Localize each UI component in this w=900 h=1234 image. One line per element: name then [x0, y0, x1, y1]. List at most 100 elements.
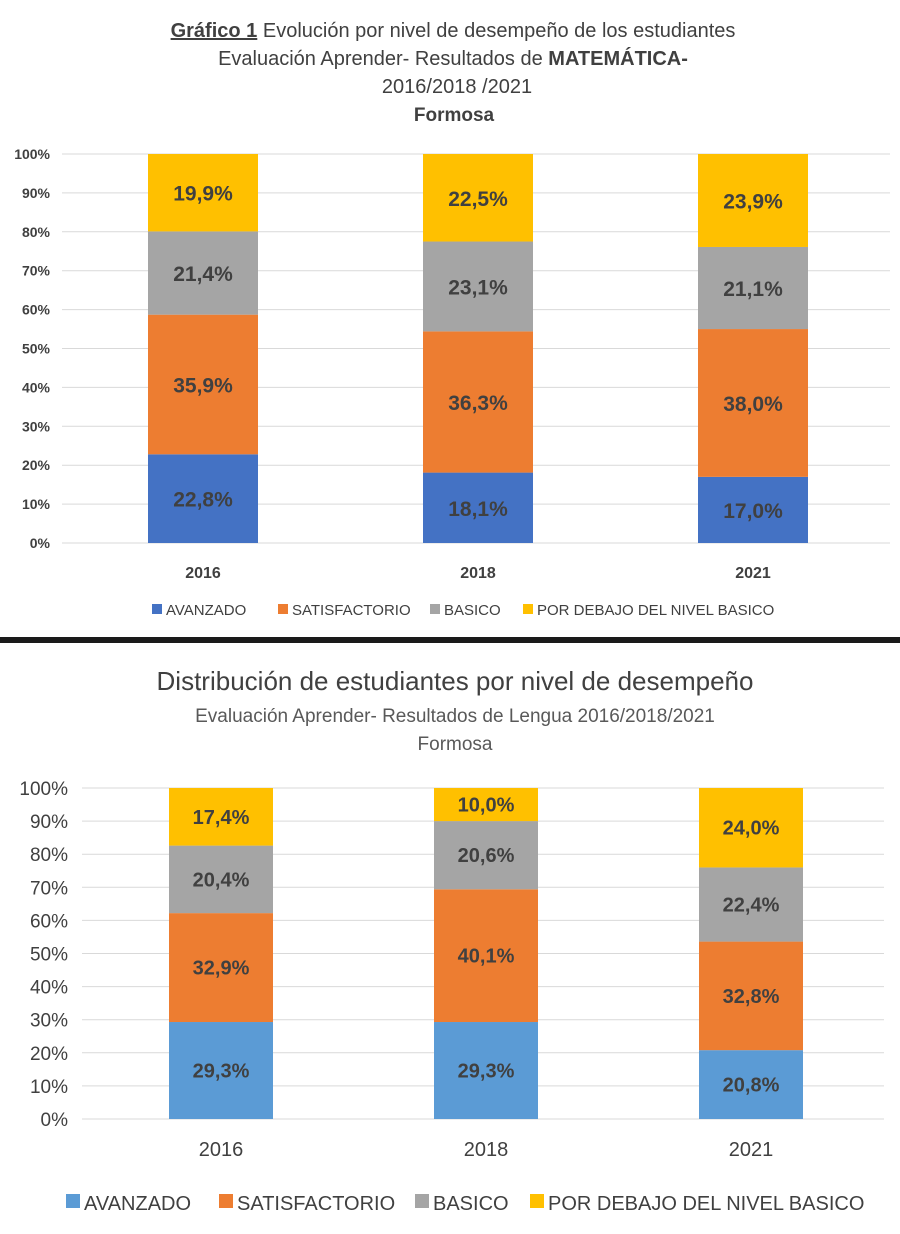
c1-y-tick-label: 80% — [22, 224, 51, 240]
c2-bar-2018-por-debajo-del-nivel-basico — [434, 788, 538, 822]
c1-legend-swatch-satisfactorio — [278, 604, 288, 614]
c2-data-label: 10,0% — [458, 795, 515, 817]
c2-y-tick-label: 40% — [30, 978, 68, 999]
c1-bar-2018-avanzado — [423, 472, 533, 543]
c1-legend-swatch-por-debajo-del-nivel-basico — [523, 604, 533, 614]
c2-data-label: 29,3% — [458, 1061, 515, 1083]
c1-legend-label: SATISFACTORIO — [292, 602, 411, 619]
c2-y-tick-label: 100% — [19, 779, 68, 800]
c1-data-label: 35,9% — [173, 374, 233, 397]
c1-y-tick-label: 20% — [22, 457, 51, 473]
c1-bar-2016-satisfactorio — [148, 314, 258, 455]
c1-legend-swatch-basico — [430, 604, 440, 614]
c1-x-tick-label: 2021 — [735, 565, 771, 582]
c2-data-label: 29,3% — [193, 1061, 250, 1083]
c1-data-label: 22,5% — [448, 188, 508, 211]
c1-data-label: 21,4% — [173, 263, 233, 286]
chart-lengua-panel: Distribución de estudiantes por nivel de… — [0, 643, 900, 1234]
c2-y-tick-label: 90% — [30, 812, 68, 833]
c2-legend-swatch-avanzado — [66, 1194, 80, 1208]
c1-data-label: 23,1% — [448, 276, 508, 299]
c2-data-label: 32,9% — [193, 958, 250, 980]
chart2-y-ticks: 0% 10% 20% 30% 40% 50% 60% 70% 80% 90% 100% — [19, 779, 68, 1131]
chart1-title-line4: Formosa — [414, 105, 495, 126]
chart-matematica: Gráfico 1 Evolución por nivel de desempe… — [14, 20, 890, 619]
c1-bar-2018-satisfactorio — [423, 331, 533, 473]
c2-y-tick-label: 80% — [30, 845, 68, 866]
chart1-title-line3: 2016/2018 /2021 — [382, 76, 532, 98]
c2-bar-2018-avanzado — [434, 1022, 538, 1119]
c2-bar-2016-basico — [169, 845, 273, 914]
chart1-y-ticks: 0% 10% 20% 30% 40% 50% 60% 70% 80% 90% 100% — [14, 146, 50, 551]
c2-legend-label: AVANZADO — [84, 1193, 191, 1215]
c1-legend-label: AVANZADO — [166, 602, 246, 619]
c2-legend-label: BASICO — [433, 1193, 509, 1215]
c2-data-label: 20,8% — [723, 1075, 780, 1097]
c2-legend-label: SATISFACTORIO — [237, 1193, 395, 1215]
c2-bar-2018-satisfactorio — [434, 889, 538, 1023]
c2-legend-swatch-basico — [415, 1194, 429, 1208]
c2-bar-2016-por-debajo-del-nivel-basico — [169, 788, 273, 846]
c1-data-label: 22,8% — [173, 489, 233, 512]
c1-bar-2021-avanzado — [698, 476, 808, 543]
c1-data-label: 38,0% — [723, 393, 783, 416]
c1-data-label: 36,3% — [448, 392, 508, 415]
c2-legend-swatch-por-debajo-del-nivel-basico — [530, 1194, 544, 1208]
chart2-bars: 29,3% 32,9% 20,4% 17,4% 29,3% 40,1% 20,6% 10,0%… — [169, 788, 803, 1119]
chart1-legend: AVANZADO SATISFACTORIO BASICO POR DEBAJO DE… — [152, 602, 774, 619]
chart-lengua: Distribución de estudiantes por nivel de… — [19, 666, 884, 1215]
c1-bar-2021-por-debajo-del-nivel-basico — [698, 154, 808, 247]
c1-bar-2018-basico — [423, 241, 533, 332]
c1-y-tick-label: 10% — [22, 496, 51, 512]
c2-data-label: 24,0% — [723, 818, 780, 840]
c1-bar-2016-por-debajo-del-nivel-basico — [148, 154, 258, 232]
c2-bar-2021-satisfactorio — [699, 941, 803, 1051]
c1-legend-label: POR DEBAJO DEL NIVEL BASICO — [537, 602, 774, 619]
c2-legend-label: POR DEBAJO DEL NIVEL BASICO — [548, 1193, 864, 1215]
c2-bar-2016-avanzado — [169, 1022, 273, 1119]
c1-x-tick-label: 2016 — [185, 565, 221, 582]
c2-bar-2021-avanzado — [699, 1050, 803, 1119]
c2-x-tick-label: 2016 — [199, 1139, 244, 1161]
c1-bar-2021-basico — [698, 246, 808, 330]
chart2-title: Distribución de estudiantes por nivel de… — [157, 666, 754, 696]
chart1-x-ticks: 2016 2018 2021 — [185, 565, 771, 582]
c2-legend-swatch-satisfactorio — [219, 1194, 233, 1208]
c1-bar-2021-satisfactorio — [698, 329, 808, 477]
c2-data-label: 40,1% — [458, 946, 515, 968]
c2-bar-2018-basico — [434, 821, 538, 890]
c1-bar-2018-por-debajo-del-nivel-basico — [423, 154, 533, 242]
c2-bar-2021-basico — [699, 867, 803, 942]
chart-matematica-panel: Gráfico 1 Evolución por nivel de desempe… — [0, 0, 900, 637]
c2-data-label: 22,4% — [723, 895, 780, 917]
c2-data-label: 20,4% — [193, 869, 250, 891]
c1-y-tick-label: 90% — [22, 185, 51, 201]
chart1-bars: 22,8% 35,9% 21,4% 19,9% 18,1% 36,3% 23,1% 22,5%… — [148, 154, 808, 543]
c2-data-label: 32,8% — [723, 986, 780, 1008]
chart1-title-line1: Gráfico 1 Evolución por nivel de desempe… — [171, 20, 736, 42]
chart2-subtitle-line1: Evaluación Aprender- Resultados de Lengu… — [195, 706, 715, 727]
chart2-legend: AVANZADO SATISFACTORIO BASICO POR DEBAJO DE… — [66, 1193, 864, 1215]
chart1-title-line2: Evaluación Aprender- Resultados de MATEM… — [218, 47, 688, 70]
c1-y-tick-label: 30% — [22, 418, 51, 434]
c2-y-tick-label: 30% — [30, 1011, 68, 1032]
c2-y-tick-label: 60% — [30, 911, 68, 932]
c1-data-label: 17,0% — [723, 500, 783, 523]
chart2-x-ticks: 2016 2018 2021 — [199, 1139, 774, 1161]
c1-legend-label: BASICO — [444, 602, 501, 619]
c1-y-tick-label: 0% — [30, 535, 51, 551]
c2-y-tick-label: 50% — [30, 945, 68, 966]
c2-data-label: 17,4% — [193, 807, 250, 829]
c1-y-tick-label: 40% — [22, 379, 51, 395]
c2-data-label: 20,6% — [458, 845, 515, 867]
c1-legend-swatch-avanzado — [152, 604, 162, 614]
c2-bar-2021-por-debajo-del-nivel-basico — [699, 788, 803, 868]
c1-data-label: 23,9% — [723, 190, 783, 213]
c1-data-label: 21,1% — [723, 278, 783, 301]
c1-y-tick-label: 60% — [22, 302, 51, 318]
chart2-subtitle-line2: Formosa — [418, 734, 493, 755]
c1-bar-2016-basico — [148, 231, 258, 315]
c2-x-tick-label: 2021 — [729, 1139, 774, 1161]
c1-x-tick-label: 2018 — [460, 565, 496, 582]
c1-bar-2016-avanzado — [148, 454, 258, 543]
